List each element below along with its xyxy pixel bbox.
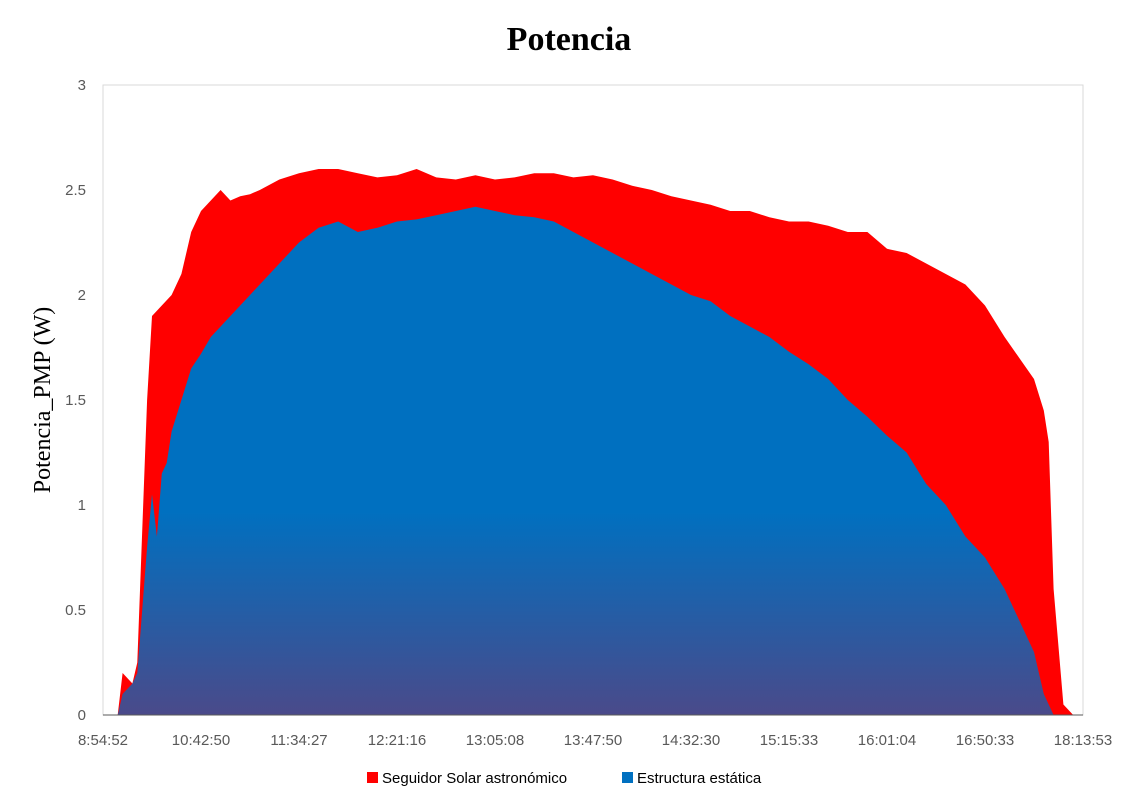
x-tick-label: 13:47:50 bbox=[564, 732, 622, 749]
y-tick-label: 2 bbox=[78, 287, 86, 304]
legend: Seguidor Solar astronómico Estructura est… bbox=[367, 770, 762, 787]
legend-swatch-estatica bbox=[622, 772, 633, 783]
area-series-estatica bbox=[103, 206, 1083, 716]
y-tick-label: 0.5 bbox=[65, 602, 86, 619]
x-tick-label: 11:34:27 bbox=[270, 732, 327, 749]
x-tick-label: 16:50:33 bbox=[956, 732, 1014, 749]
chart-title: Potencia bbox=[507, 21, 632, 58]
x-tick-label: 15:15:33 bbox=[760, 732, 818, 749]
y-tick-label: 0 bbox=[78, 707, 86, 724]
legend-swatch-seguidor bbox=[367, 772, 378, 783]
legend-label-seguidor: Seguidor Solar astronómico bbox=[382, 770, 567, 787]
y-axis-ticks: 0 0.5 1 1.5 2 2.5 3 bbox=[65, 77, 86, 724]
plot-area bbox=[102, 84, 1084, 716]
x-tick-label: 10:42:50 bbox=[172, 732, 230, 749]
legend-label-estatica: Estructura estática bbox=[637, 770, 762, 787]
y-tick-label: 1 bbox=[78, 497, 86, 514]
x-tick-label: 18:13:53 bbox=[1054, 732, 1112, 749]
x-tick-label: 13:05:08 bbox=[466, 732, 524, 749]
x-axis-ticks: 8:54:52 10:42:50 11:34:27 12:21:16 13:05:08 1… bbox=[78, 732, 1112, 749]
x-tick-label: 16:01:04 bbox=[858, 732, 916, 749]
x-tick-label: 14:32:30 bbox=[662, 732, 720, 749]
y-tick-label: 2.5 bbox=[65, 182, 86, 199]
y-tick-label: 1.5 bbox=[65, 392, 86, 409]
x-tick-label: 8:54:52 bbox=[78, 732, 128, 749]
y-axis-label: Potencia_PMP (W) bbox=[30, 307, 56, 493]
y-tick-label: 3 bbox=[78, 77, 86, 94]
x-tick-label: 12:21:16 bbox=[368, 732, 426, 749]
